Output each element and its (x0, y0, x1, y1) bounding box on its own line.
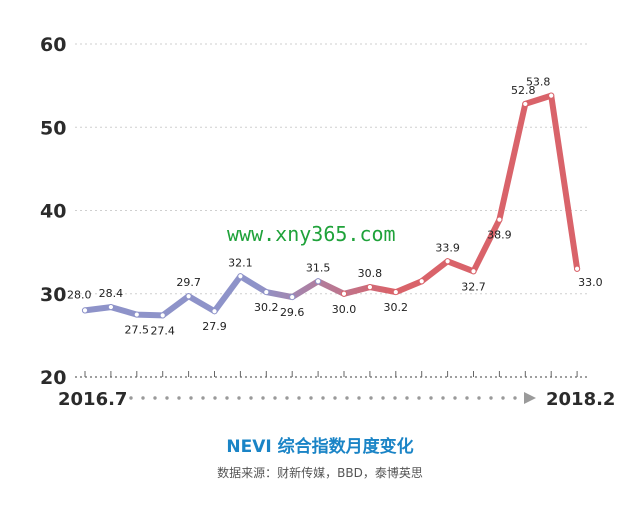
data-label: 31.5 (306, 261, 331, 274)
data-label: 27.5 (125, 324, 150, 337)
data-label: 30.2 (384, 301, 409, 314)
arrow-icon (524, 392, 536, 404)
axis-dot (489, 396, 493, 400)
axis-dot (129, 396, 133, 400)
data-label: 33.0 (578, 276, 603, 289)
axis-dot (417, 396, 421, 400)
axis-dot (249, 396, 253, 400)
data-label: 53.8 (526, 76, 551, 89)
axis-dot (261, 396, 265, 400)
data-point (522, 100, 529, 108)
data-point (185, 293, 192, 300)
axis-dot (201, 396, 205, 400)
axis-dot (309, 396, 313, 400)
data-point (107, 303, 115, 311)
data-point (289, 293, 296, 301)
axis-dot (501, 396, 505, 400)
y-tick-label: 60 (40, 34, 66, 56)
axis-dot (141, 396, 145, 400)
chart-subtitle: 数据来源：财新传媒，BBD，泰博英思 (217, 466, 423, 480)
axis-dot (477, 396, 481, 400)
axis-dot (213, 396, 217, 400)
data-point (496, 216, 503, 223)
y-tick-label: 30 (40, 284, 66, 306)
axis-dot (189, 396, 193, 400)
watermark: www.xny365.com (227, 222, 396, 246)
y-tick-label: 20 (40, 367, 66, 389)
axis-dot (165, 396, 169, 400)
data-label: 28.4 (99, 287, 124, 300)
axis-dot (405, 396, 409, 400)
axis-dot (393, 396, 397, 400)
data-label: 32.7 (461, 280, 486, 293)
axis-dot (381, 396, 385, 400)
axis-dot (441, 396, 445, 400)
data-point (574, 265, 581, 272)
x-start-label: 2016.7 (58, 389, 127, 410)
data-label: 38.9 (487, 229, 512, 242)
data-point (315, 278, 322, 285)
axis-dot (465, 396, 469, 400)
y-tick-label: 40 (40, 201, 66, 223)
data-label: 30.8 (358, 267, 383, 280)
axis-dot (513, 396, 517, 400)
data-label: 30.2 (254, 301, 279, 314)
axis-dot (285, 396, 289, 400)
data-label: 27.9 (202, 320, 227, 333)
chart-title: NEVI 综合指数月度变化 (226, 437, 414, 457)
data-label: 30.0 (332, 303, 357, 316)
data-point (548, 92, 555, 99)
axis-dot (297, 396, 301, 400)
axis-dot (369, 396, 373, 400)
data-point (263, 288, 270, 296)
data-label: 52.8 (511, 84, 536, 97)
axis-dot (429, 396, 433, 400)
data-point (159, 312, 166, 319)
data-label: 32.1 (228, 256, 253, 269)
x-end-label: 2018.2 (546, 389, 615, 410)
data-point (392, 288, 399, 296)
axis-dot (345, 396, 349, 400)
data-point (418, 278, 425, 285)
y-tick-label: 50 (40, 117, 66, 139)
data-label: 33.9 (435, 241, 460, 254)
axis-dot (357, 396, 361, 400)
data-point (444, 258, 451, 265)
axis-dot (153, 396, 157, 400)
data-point (340, 290, 348, 297)
axis-dot (273, 396, 277, 400)
data-point (81, 307, 89, 314)
axis-dot (225, 396, 229, 400)
data-point (366, 283, 373, 291)
data-point (211, 308, 218, 315)
data-label: 29.6 (280, 306, 305, 319)
data-label: 27.4 (150, 324, 175, 337)
series-line (82, 92, 581, 319)
data-point (237, 273, 244, 280)
axis-dot (177, 396, 181, 400)
data-point (470, 268, 477, 275)
axis-dot (237, 396, 241, 400)
axis-dot (321, 396, 325, 400)
data-label: 28.0 (67, 288, 92, 301)
data-label: 29.7 (176, 276, 201, 289)
data-point (133, 311, 140, 318)
axis-dot (453, 396, 457, 400)
axis-dot (333, 396, 337, 400)
